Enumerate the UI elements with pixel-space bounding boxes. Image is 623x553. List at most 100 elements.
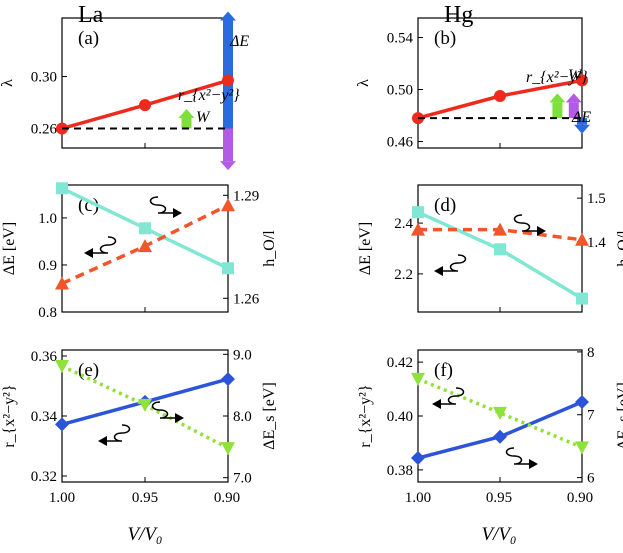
y-tick-label: 0.30 [31,70,57,86]
y-tick-label: 0.36 [31,349,58,365]
data-point-1-2 [575,232,589,246]
y-right-tick-label: 1.26 [233,291,260,307]
data-point-0-1 [494,90,506,102]
right-axis-arrow-head [529,459,538,469]
panel-d: 2.2 2.4 1.4 1.5 (d) ΔE [eV] h_O/l [357,184,623,313]
y-axis-label-right: ΔE_s [eV] [261,382,278,450]
y-tick-label: 0.9 [38,258,57,274]
y-tick-label: 2.2 [394,267,413,283]
data-point-1-0 [55,360,69,374]
y-tick-label: 2.4 [394,216,413,232]
data-point-0-1 [493,429,507,444]
y-tick-label: 0.40 [387,409,413,425]
data-point-0-2 [576,292,588,305]
data-point-0-0 [412,206,424,219]
y-right-tick-label: 6 [587,471,595,487]
data-point-0-2 [222,262,234,275]
right-axis-arrow [149,196,176,214]
right-axis-arrow [151,401,178,419]
y-axis-label-left: λ [355,79,372,87]
delta-bar-0 [552,102,563,119]
y-right-tick-label: 8.0 [233,409,252,425]
y-tick-label: 0.50 [387,83,413,99]
delta-bar-head-2 [574,124,590,134]
annotation-delta-e: ΔE [571,109,591,126]
y-axis-label-right: h_O/l [261,230,278,267]
delta-bar-head-1 [178,109,195,118]
x-tick-right-2: 0.95 [486,490,512,506]
x-tick-right-1: 1.00 [405,490,431,506]
y-axis-label-left: λ [0,79,16,87]
data-point-1-1 [138,398,152,412]
x-tick-left-2: 0.95 [132,490,158,506]
delta-bar-head-1 [565,93,582,103]
y-tick-label: 0.46 [387,135,414,151]
annotation-r: r_{x²−y²} [526,69,588,86]
data-point-0-2 [221,372,235,387]
y-tick-label: 1.0 [38,211,57,227]
left-axis-arrow [438,387,465,405]
right-axis-arrow-head [175,413,184,423]
delta-bar-1 [568,102,579,119]
data-point-1-2 [221,198,235,212]
data-point-1-0 [411,222,425,236]
series-line-1 [417,377,583,450]
y-tick-label: 0.42 [387,355,413,371]
y-axis-label-left: r_{x²−y²} [1,384,18,447]
y-axis-label-left: r_{x²−y²} [357,384,374,447]
y-right-tick-label: 1.29 [233,188,259,204]
y-right-tick-label: 8 [587,345,595,361]
data-point-1-1 [138,239,152,253]
delta-bar-head-2 [220,161,236,171]
right-axis-arrow-head [173,208,182,218]
left-axis-arrow-head [84,248,93,258]
y-tick-label: 0.8 [38,305,57,321]
y-tick-label: 0.34 [31,409,58,425]
left-axis-arrow [440,254,467,272]
panel-c: 0.80.91.01.261.29(c)ΔE [eV] h_O/l [1,182,278,321]
data-point-1-1 [493,406,507,420]
y-right-tick-label: 9.0 [233,347,252,363]
y-right-tick-label: 7 [587,408,595,424]
y-axis-label-right: h_O/l [615,230,623,267]
y-tick-label: 0.54 [387,31,414,47]
panel-f: 0.38 0.40 0.42 6 7 8 (f) r_{x²−y²} ΔE_s [eV] [357,345,623,487]
data-point-0-0 [411,451,425,466]
x-axis-label-right: V/V₀ [481,524,516,545]
panel-label: (f) [434,360,453,381]
panel-label: (a) [78,28,99,49]
y-tick-label: 0.26 [31,122,58,138]
left-axis-arrow-head [432,399,441,409]
y-axis-label-left: ΔE [eV] [1,222,18,275]
delta-bar-2 [223,128,233,162]
x-tick-right-3: 0.90 [567,490,593,506]
data-point-1-0 [411,372,425,386]
data-point-0-2 [575,394,589,409]
data-point-1-0 [55,276,69,290]
data-point-0-1 [139,99,151,112]
y-axis-label-right: ΔE_s [eV] [615,382,623,450]
column-title-la: La [78,2,104,28]
delta-bar-head-0 [549,93,566,103]
panel-e: 0.320.340.367.08.09.0(e)r_{x²−y²} ΔE_s [e… [1,347,278,486]
data-point-0-2 [222,74,234,87]
data-point-1-2 [575,441,589,455]
y-right-tick-label: 1.5 [587,191,606,207]
data-point-0-1 [139,222,151,235]
panel-label: (b) [434,28,456,49]
y-tick-label: 0.32 [31,469,57,485]
data-point-1-2 [221,442,235,456]
right-axis-arrow-head [537,226,546,236]
left-axis-arrow [90,236,117,254]
data-point-0-0 [56,182,68,195]
annotation-delta-e: ΔE [229,33,249,50]
x-tick-left-1: 1.00 [49,490,75,506]
panel-a: 0.26 0.30 (a) λ ΔE r_{x²−y²} W [0,11,249,171]
y-axis-label-left: ΔE [eV] [357,222,374,275]
column-title-hg: Hg [444,2,473,28]
right-axis-arrow [505,447,532,465]
annotation-w: W [196,109,211,126]
panel-b: 0.46 0.50 0.54 (b) λ r_{x²−y²}W ΔE [355,17,591,151]
left-axis-arrow-head [98,436,107,446]
